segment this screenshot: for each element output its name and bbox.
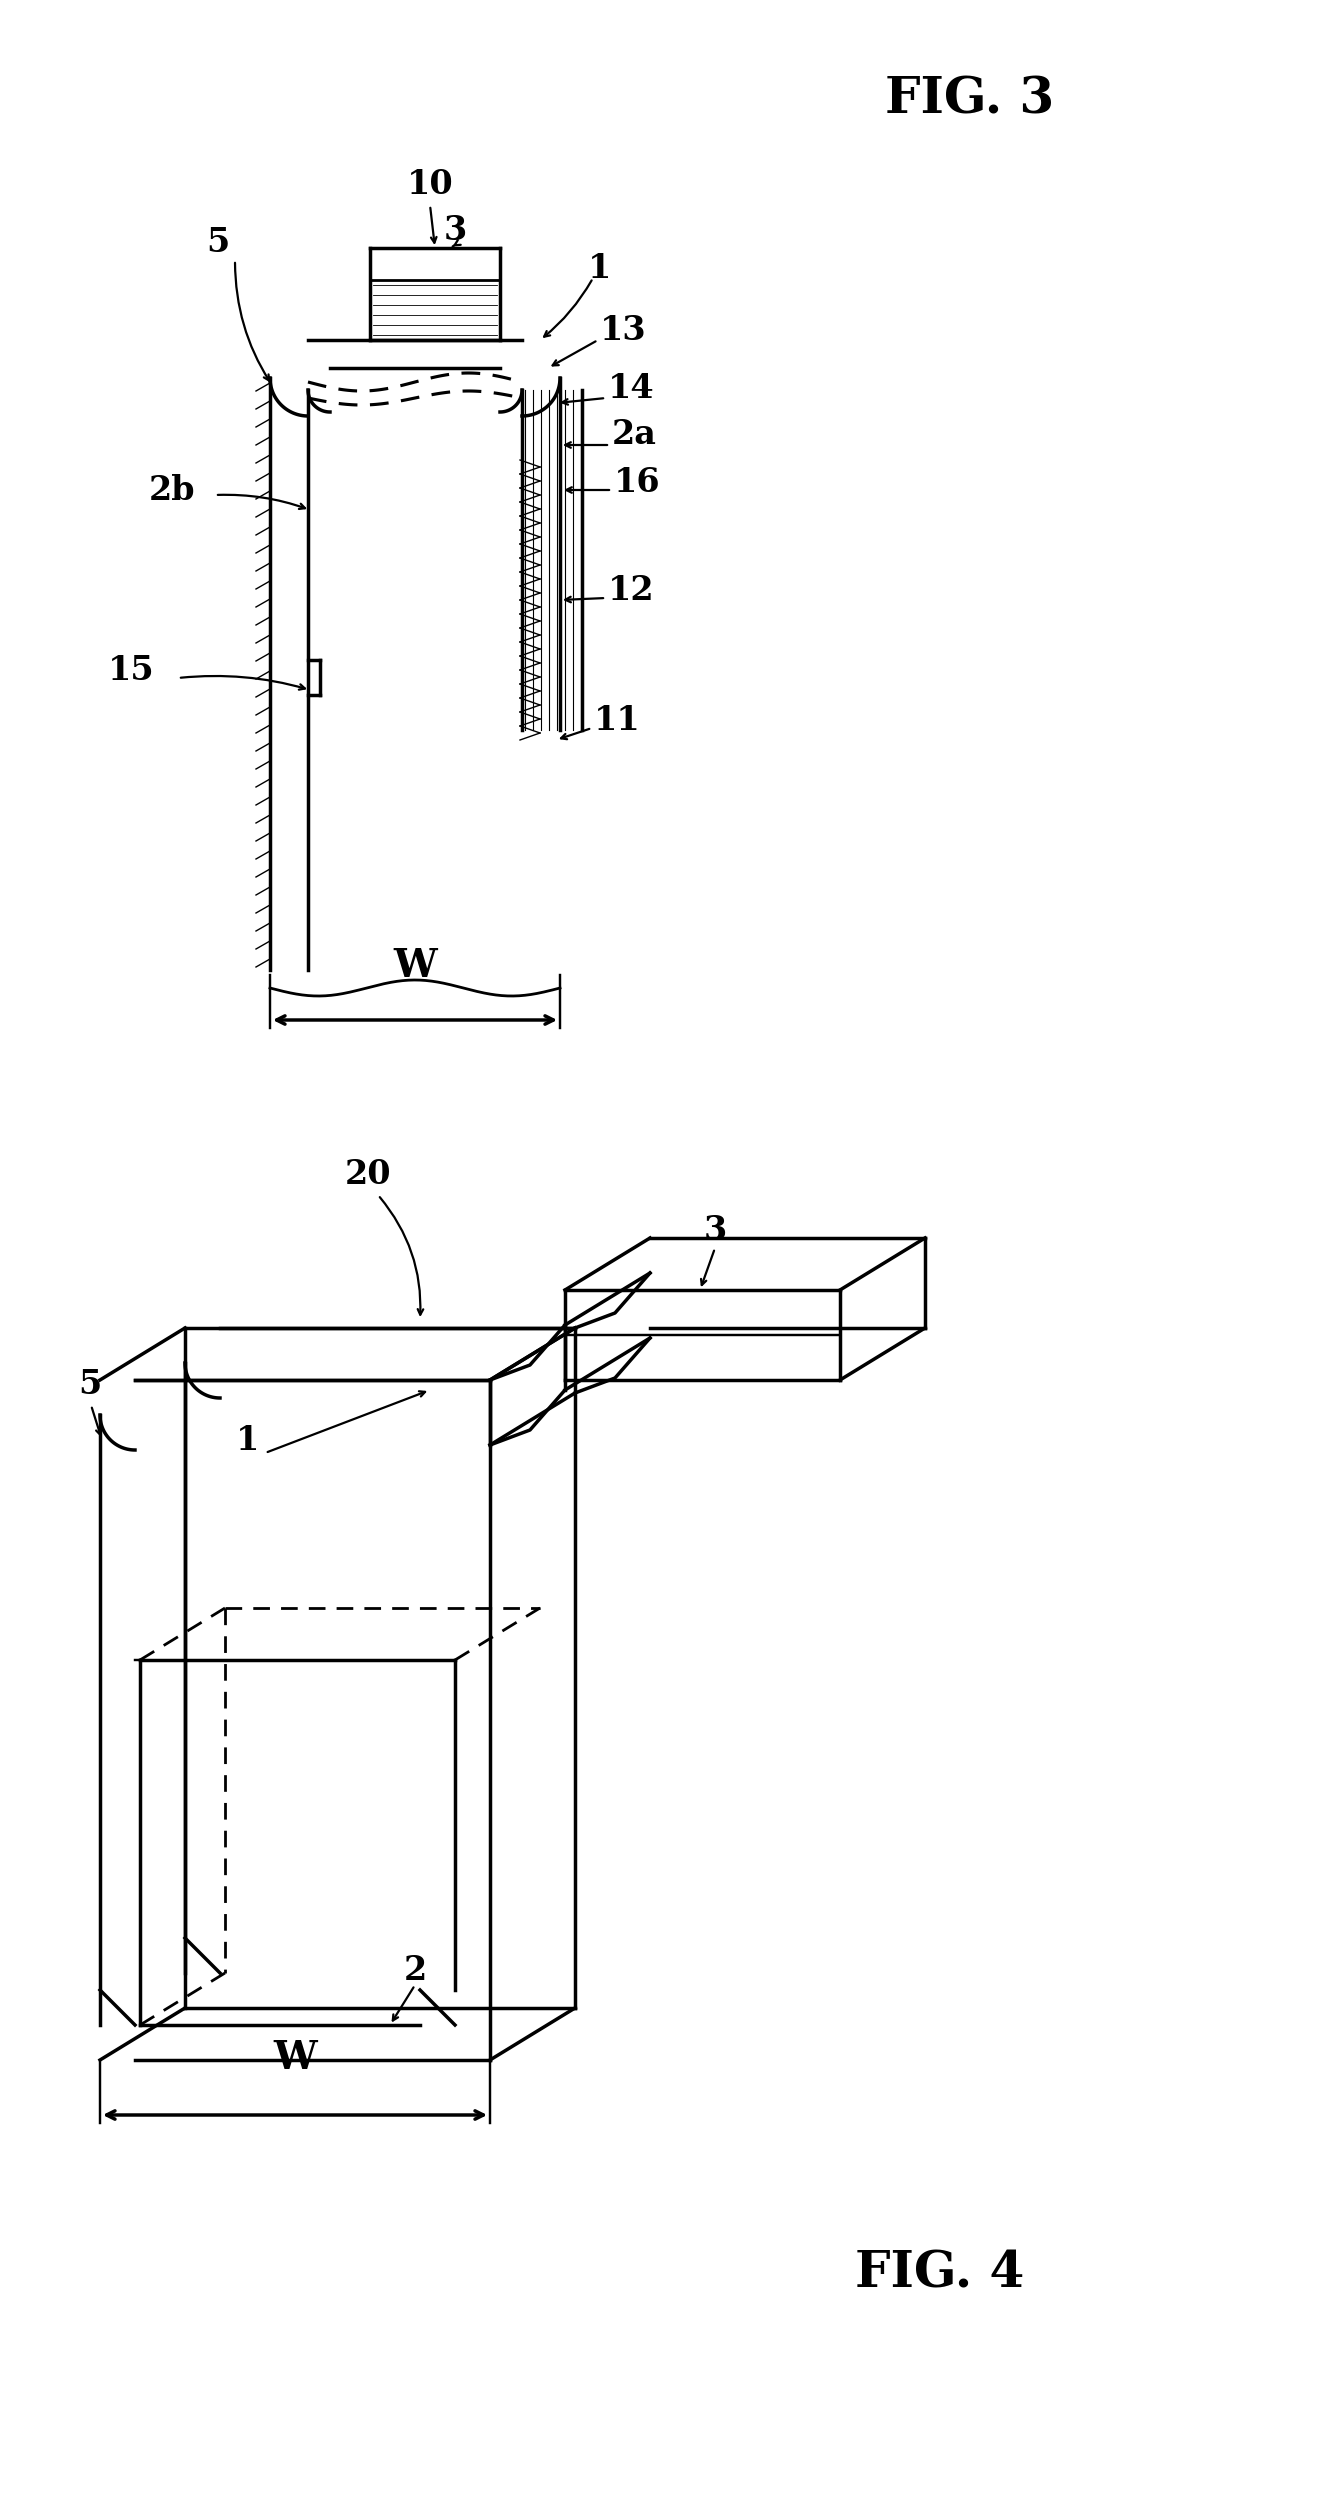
Text: 15: 15: [109, 652, 155, 688]
Text: W: W: [394, 948, 436, 985]
Text: 1: 1: [236, 1422, 260, 1457]
Text: 2a: 2a: [613, 418, 656, 452]
Text: 5: 5: [207, 225, 229, 258]
Text: 10: 10: [407, 168, 453, 202]
Text: 20: 20: [345, 1158, 391, 1192]
Text: 16: 16: [614, 465, 660, 498]
Text: 3: 3: [443, 213, 467, 248]
Text: FIG. 3: FIG. 3: [886, 75, 1054, 125]
Text: W: W: [273, 2040, 317, 2078]
Text: FIG. 4: FIG. 4: [855, 2250, 1025, 2300]
Text: 2: 2: [403, 1952, 427, 1988]
Text: 11: 11: [594, 703, 640, 738]
Text: 1: 1: [587, 253, 611, 285]
Text: 13: 13: [599, 312, 647, 348]
Text: 5: 5: [78, 1368, 102, 1402]
Text: 14: 14: [609, 372, 655, 405]
Text: 2b: 2b: [149, 472, 195, 508]
Text: 12: 12: [609, 572, 655, 608]
Text: 3: 3: [703, 1212, 727, 1248]
